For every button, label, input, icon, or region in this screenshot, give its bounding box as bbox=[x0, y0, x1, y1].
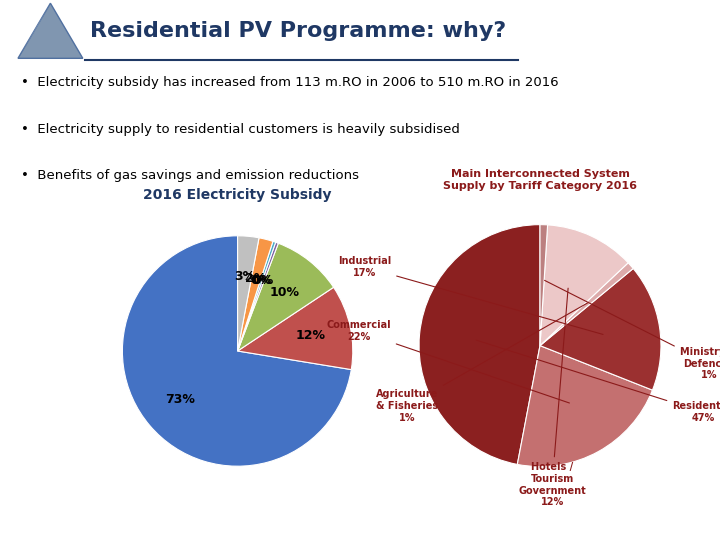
Text: 73%: 73% bbox=[166, 393, 195, 406]
Title: Main Interconnected System
Supply by Tariff Category 2016: Main Interconnected System Supply by Tar… bbox=[443, 169, 637, 191]
Text: •  Benefits of gas savings and emission reductions: • Benefits of gas savings and emission r… bbox=[22, 169, 359, 182]
Text: Agriculture
& Fisheries
1%: Agriculture & Fisheries 1% bbox=[376, 303, 588, 423]
Wedge shape bbox=[238, 243, 333, 351]
Polygon shape bbox=[18, 3, 50, 58]
Text: 3%: 3% bbox=[234, 270, 255, 283]
Text: Commercial
22%: Commercial 22% bbox=[326, 320, 570, 403]
Wedge shape bbox=[540, 263, 633, 346]
Text: 0%: 0% bbox=[251, 274, 272, 287]
Text: Industrial
17%: Industrial 17% bbox=[338, 256, 603, 334]
Text: 10%: 10% bbox=[269, 286, 300, 299]
Wedge shape bbox=[518, 346, 652, 467]
Wedge shape bbox=[540, 225, 548, 346]
Text: Hotels /
Tourism
Government
12%: Hotels / Tourism Government 12% bbox=[518, 288, 586, 507]
Text: Ministry of
Defencee
1%: Ministry of Defencee 1% bbox=[544, 280, 720, 380]
Title: 2016 Electricity Subsidy: 2016 Electricity Subsidy bbox=[143, 188, 332, 201]
Polygon shape bbox=[18, 3, 83, 58]
Text: Residential PV Programme: why?: Residential PV Programme: why? bbox=[90, 21, 506, 41]
Wedge shape bbox=[238, 236, 259, 351]
Wedge shape bbox=[238, 241, 276, 351]
Wedge shape bbox=[540, 268, 661, 390]
Wedge shape bbox=[419, 225, 540, 464]
Text: Residential
47%: Residential 47% bbox=[477, 340, 720, 423]
Text: 12%: 12% bbox=[296, 329, 326, 342]
Wedge shape bbox=[540, 225, 628, 346]
Wedge shape bbox=[238, 287, 353, 369]
Text: •  Electricity supply to residential customers is heavily subsidised: • Electricity supply to residential cust… bbox=[22, 123, 460, 136]
Wedge shape bbox=[238, 242, 279, 351]
Wedge shape bbox=[238, 238, 273, 351]
Text: 0%: 0% bbox=[253, 274, 274, 287]
Text: 2%: 2% bbox=[246, 272, 266, 285]
Text: •  Electricity subsidy has increased from 113 m.RO in 2006 to 510 m.RO in 2016: • Electricity subsidy has increased from… bbox=[22, 76, 559, 89]
Wedge shape bbox=[122, 236, 351, 466]
